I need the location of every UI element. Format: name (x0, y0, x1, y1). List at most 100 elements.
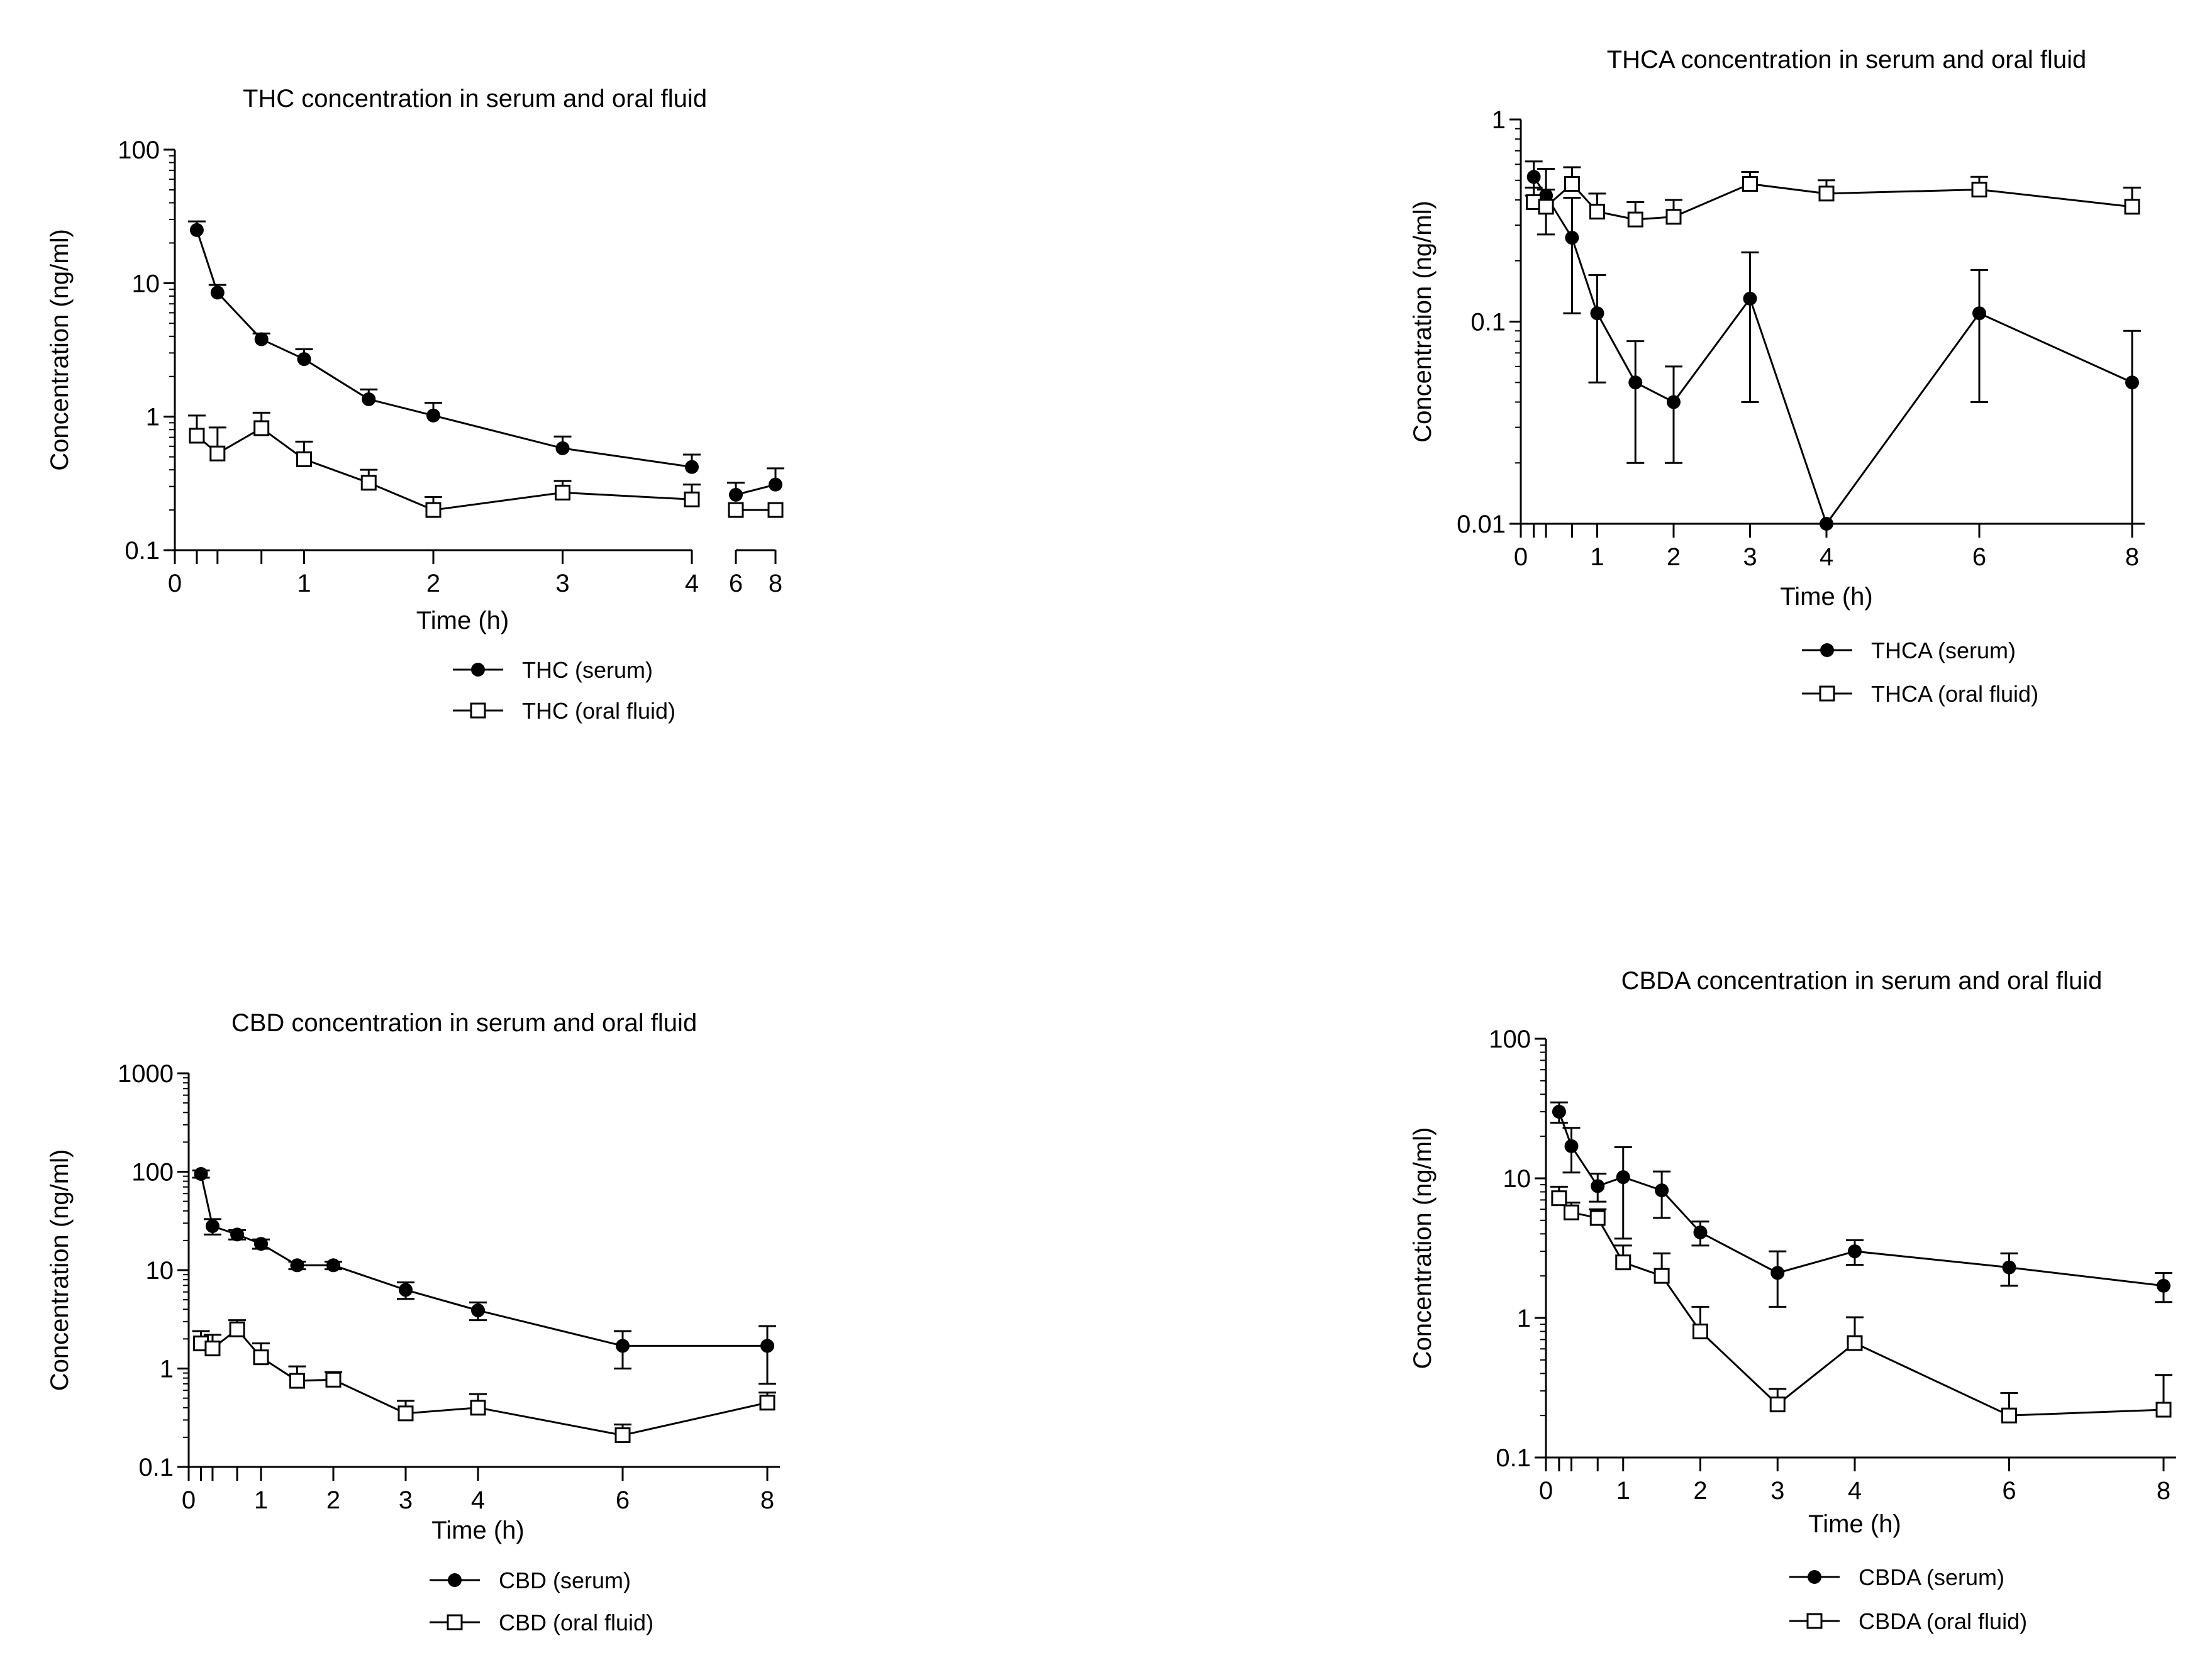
data-point-serum (194, 1166, 208, 1181)
series-line (200, 1328, 768, 1437)
data-point-serum (1655, 1183, 1669, 1198)
x-tick-label: 2 (426, 570, 440, 597)
data-point-serum (1526, 170, 1541, 184)
y-axis-label: Concentration (ng/ml) (46, 1149, 74, 1391)
chart-title: CBD concentration in serum and oral flui… (231, 1009, 697, 1037)
data-point-serum (1616, 1170, 1630, 1185)
legend-marker (471, 663, 485, 677)
legend-marker (1808, 1570, 1821, 1584)
data-point-oral-fluid (296, 451, 312, 467)
data-point-serum (1972, 306, 1986, 321)
chart-panel-4: CBDA concentration in serum and oral flu… (1409, 967, 2176, 1634)
legend: THCA (serum) THCA (oral fluid) (1802, 638, 2038, 707)
data-point-serum (2125, 375, 2139, 390)
x-tick-label: 6 (729, 570, 743, 597)
data-point-oral-fluid (209, 445, 226, 462)
series-serum (187, 220, 784, 502)
legend-marker (470, 702, 486, 719)
data-point-serum (399, 1283, 413, 1297)
x-tick-label: 6 (1972, 543, 1986, 571)
data-point-oral-fluid (253, 420, 270, 436)
data-point-serum (1743, 291, 1757, 306)
legend-marker (448, 1573, 462, 1587)
data-point-oral-fluid (229, 1321, 245, 1337)
x-tick-label: 3 (555, 570, 569, 597)
y-tick-label: 100 (1489, 1026, 1531, 1053)
y-tick-label: 10 (146, 1257, 174, 1285)
data-point-serum (189, 223, 204, 237)
x-tick-label: 4 (471, 1486, 485, 1514)
x-axis-label: Time (h) (431, 1517, 524, 1544)
legend-label: THCA (oral fluid) (1871, 681, 2038, 707)
data-point-oral-fluid (684, 491, 700, 507)
data-point-serum (471, 1303, 485, 1317)
y-tick-label: 10 (1503, 1165, 1531, 1193)
data-point-serum (297, 352, 311, 367)
data-point-oral-fluid (614, 1427, 631, 1444)
x-tick-label: 6 (616, 1486, 630, 1514)
data-point-serum (1565, 231, 1579, 245)
data-point-oral-fluid (759, 1395, 775, 1411)
y-tick-label: 0.1 (1496, 1444, 1531, 1472)
chart-panel-3: CBD concentration in serum and oral flui… (46, 1009, 780, 1635)
x-tick-label: 0 (168, 570, 182, 597)
data-point-serum (1564, 1139, 1579, 1153)
series-oral-fluid (192, 1319, 776, 1444)
x-tick-label: 8 (2157, 1477, 2170, 1505)
data-point-serum (1667, 395, 1681, 409)
y-axis-label: Concentration (ng/ml) (1409, 201, 1437, 443)
legend: CBDA (serum) CBDA (oral fluid) (1789, 1564, 2027, 1634)
x-axis-label: Time (h) (1808, 1510, 1901, 1538)
data-point-oral-fluid (2155, 1402, 2172, 1418)
data-point-oral-fluid (204, 1341, 221, 1357)
data-point-serum (362, 392, 376, 406)
chart-title: CBDA concentration in serum and oral flu… (1621, 967, 2103, 995)
chart-title: THCA concentration in serum and oral flu… (1607, 46, 2087, 74)
data-point-oral-fluid (1551, 1190, 1567, 1207)
data-point-oral-fluid (2001, 1407, 2017, 1424)
data-point-serum (1590, 306, 1604, 321)
x-tick-label: 8 (769, 570, 782, 597)
legend-label: THCA (serum) (1871, 638, 2016, 663)
x-tick-label: 0 (1514, 543, 1528, 571)
data-point-oral-fluid (1589, 1210, 1606, 1226)
x-tick-label: 1 (297, 570, 311, 597)
data-point-oral-fluid (1769, 1397, 1786, 1413)
y-tick-label: 10 (132, 270, 160, 297)
data-point-serum (555, 441, 570, 455)
series-line (1558, 1111, 2164, 1287)
data-point-oral-fluid (1847, 1335, 1863, 1351)
legend-marker (447, 1614, 463, 1630)
y-tick-label: 0.1 (1470, 309, 1506, 336)
x-axis-label: Time (h) (416, 607, 509, 634)
x-tick-label: 8 (2125, 543, 2139, 571)
chart-panel-2: THCA concentration in serum and oral flu… (1409, 46, 2145, 707)
data-point-oral-fluid (1564, 175, 1580, 192)
data-point-oral-fluid (1692, 1324, 1708, 1340)
data-point-oral-fluid (2124, 199, 2140, 215)
x-tick-label: 3 (1770, 1477, 1784, 1505)
chart-title: THC concentration in serum and oral flui… (243, 85, 707, 113)
legend-label: CBDA (serum) (1859, 1564, 2004, 1590)
legend-marker (1820, 643, 1834, 657)
data-point-serum (1552, 1105, 1566, 1119)
y-tick-label: 0.01 (1457, 511, 1506, 538)
data-point-serum (426, 408, 440, 423)
x-tick-label: 4 (1848, 1477, 1862, 1505)
data-point-serum (1770, 1266, 1785, 1280)
x-tick-label: 4 (1820, 543, 1833, 571)
data-point-serum (230, 1227, 245, 1242)
chart-panel-1: THC concentration in serum and oral flui… (46, 85, 784, 724)
y-tick-label: 1 (1517, 1305, 1531, 1332)
data-point-oral-fluid (728, 502, 744, 518)
x-tick-label: 1 (1590, 543, 1604, 571)
data-point-serum (1628, 375, 1643, 390)
x-tick-label: 6 (2002, 1477, 2016, 1505)
y-axis-label: Concentration (ng/ml) (46, 229, 74, 471)
x-tick-label: 2 (1693, 1477, 1707, 1505)
data-point-oral-fluid (325, 1371, 342, 1388)
x-tick-label: 8 (760, 1486, 774, 1514)
x-tick-label: 0 (182, 1486, 196, 1514)
legend: THC (serum) THC (oral fluid) (453, 657, 675, 724)
